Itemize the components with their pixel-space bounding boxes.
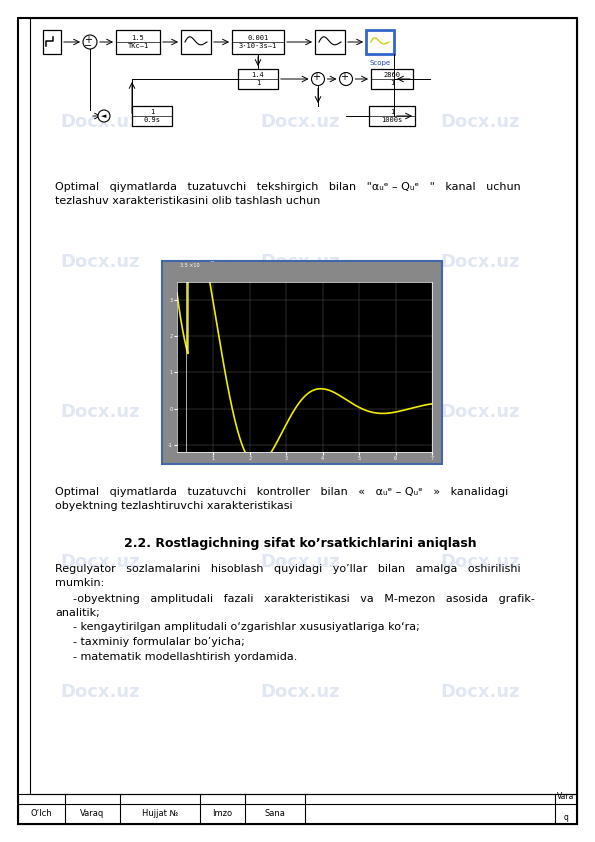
Text: Docx.uz: Docx.uz [440,403,520,421]
Text: Optimal   qiymatlarda   tuzatuvchi   kontroller   bilan   «   αᵤᵉ – Qᵤᵉ   »   ka: Optimal qiymatlarda tuzatuvchi kontrolle… [55,487,508,497]
Text: Imzo: Imzo [212,809,233,818]
Bar [232,30,284,54]
Text: Varaq: Varaq [80,809,105,818]
Text: - taxminiy formulalar bo’yicha;: - taxminiy formulalar bo’yicha; [73,637,245,647]
Text: 1.4: 1.4 [252,72,264,78]
Bar [181,30,211,54]
Text: 1000s: 1000s [381,117,403,123]
Text: 0.9s: 0.9s [143,117,161,123]
Bar [132,106,172,126]
Text: 1: 1 [390,80,394,86]
Circle shape [98,110,110,122]
Bar [371,69,413,89]
Text: analitik;: analitik; [55,608,100,618]
Text: 1: 1 [390,109,394,115]
Circle shape [83,35,97,49]
Text: TKc–1: TKc–1 [127,43,149,49]
Text: ⁻¹⁰: ⁻¹⁰ [210,261,215,265]
Bar [238,69,278,89]
Text: 2.2. Rostlagichning sifat ko’rsatkichlarini aniqlash: 2.2. Rostlagichning sifat ko’rsatkichlar… [124,537,477,550]
Text: +: + [84,35,92,45]
Text: obyektning tezlashtiruvchi xarakteristikasi: obyektning tezlashtiruvchi xarakteristik… [55,501,293,511]
Text: 1: 1 [150,109,154,115]
Circle shape [340,72,352,86]
Text: Docx.uz: Docx.uz [60,683,140,701]
Bar [43,30,61,54]
Text: Docx.uz: Docx.uz [60,253,140,271]
Text: -obyektning   amplitudali   fazali   xarakteristikasi   va   M-mezon   asosida  : -obyektning amplitudali fazali xarakteri… [73,594,535,604]
Text: - kengaytirilgan amplitudali o‘zgarishlar xususiyatlariga ko‘ra;: - kengaytirilgan amplitudali o‘zgarishla… [73,622,419,632]
Text: Vara: Vara [558,792,575,801]
Text: Docx.uz: Docx.uz [260,253,340,271]
Text: Docx.uz: Docx.uz [260,113,340,131]
Text: +: + [312,72,320,82]
Text: ◄: ◄ [101,113,107,119]
Text: Optimal   qiymatlarda   tuzatuvchi   tekshirgich   bilan   "αᵤᵉ – Qᵤᵉ   "   kana: Optimal qiymatlarda tuzatuvchi tekshirgi… [55,182,521,192]
Text: Docx.uz: Docx.uz [60,553,140,571]
Bar [369,106,415,126]
Text: q: q [563,813,568,822]
Text: mumkin:: mumkin: [55,578,104,588]
Text: Docx.uz: Docx.uz [440,553,520,571]
Bar [366,30,394,54]
Text: 1.5: 1.5 [131,35,145,41]
Text: Docx.uz: Docx.uz [260,553,340,571]
Text: Docx.uz: Docx.uz [260,403,340,421]
Text: Hujjat №: Hujjat № [142,809,178,818]
Bar [162,261,442,464]
Bar [315,30,345,54]
Text: Docx.uz: Docx.uz [440,683,520,701]
Text: Docx.uz: Docx.uz [60,113,140,131]
Circle shape [312,72,324,86]
Text: 3.5 ×10: 3.5 ×10 [180,264,199,269]
Text: Scope: Scope [369,60,390,66]
Text: 3·10·3s–1: 3·10·3s–1 [239,43,277,49]
Text: 1: 1 [256,80,260,86]
Text: Sana: Sana [265,809,286,818]
Text: - matematik modellashtirish yordamida.: - matematik modellashtirish yordamida. [73,652,298,662]
Text: −: − [84,41,92,51]
Text: Docx.uz: Docx.uz [440,253,520,271]
Text: 2860: 2860 [384,72,400,78]
Text: Docx.uz: Docx.uz [260,683,340,701]
Text: Docx.uz: Docx.uz [440,113,520,131]
Text: ×10: ×10 [406,482,417,488]
Bar [177,282,432,452]
Text: 0.001: 0.001 [248,35,268,41]
Text: Regulyator   sozlamalarini   hisoblash   quyidagi   yo’llar   bilan   amalga   o: Regulyator sozlamalarini hisoblash quyid… [55,564,521,574]
Text: tezlashuv xarakteristikasini olib tashlash uchun: tezlashuv xarakteristikasini olib tashla… [55,196,320,206]
Text: Docx.uz: Docx.uz [60,403,140,421]
Text: +: + [340,72,348,82]
Text: O‘lch: O‘lch [31,809,52,818]
Bar [116,30,160,54]
